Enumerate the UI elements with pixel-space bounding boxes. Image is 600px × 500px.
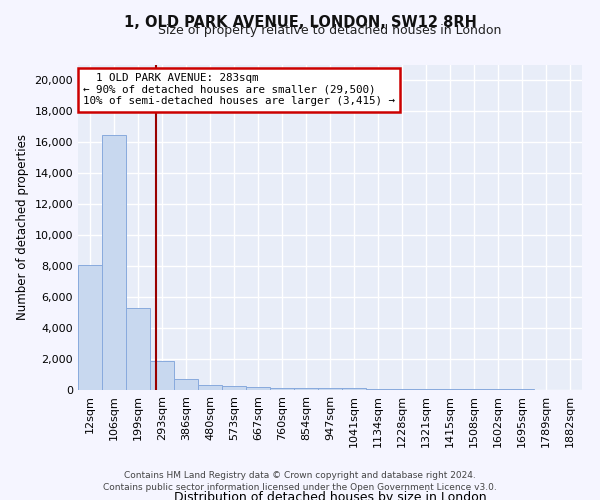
Bar <box>174 379 198 390</box>
Bar <box>222 386 246 390</box>
Title: Size of property relative to detached houses in London: Size of property relative to detached ho… <box>158 24 502 38</box>
Bar <box>342 388 366 390</box>
Bar <box>150 362 174 390</box>
Bar <box>198 385 222 390</box>
Bar <box>102 134 126 390</box>
Text: 1, OLD PARK AVENUE, LONDON, SW12 8RH: 1, OLD PARK AVENUE, LONDON, SW12 8RH <box>124 15 476 30</box>
X-axis label: Distribution of detached houses by size in London: Distribution of detached houses by size … <box>173 492 487 500</box>
Bar <box>390 389 414 390</box>
Text: Contains HM Land Registry data © Crown copyright and database right 2024.
Contai: Contains HM Land Registry data © Crown c… <box>103 471 497 492</box>
Text: 1 OLD PARK AVENUE: 283sqm  
← 90% of detached houses are smaller (29,500)
10% of: 1 OLD PARK AVENUE: 283sqm ← 90% of detac… <box>83 73 395 106</box>
Bar <box>438 389 462 390</box>
Y-axis label: Number of detached properties: Number of detached properties <box>16 134 29 320</box>
Bar <box>246 387 270 390</box>
Bar <box>414 389 438 390</box>
Bar <box>318 388 342 390</box>
Bar <box>270 388 294 390</box>
Bar <box>126 308 150 390</box>
Bar <box>366 388 390 390</box>
Bar <box>294 388 318 390</box>
Bar <box>78 264 102 390</box>
